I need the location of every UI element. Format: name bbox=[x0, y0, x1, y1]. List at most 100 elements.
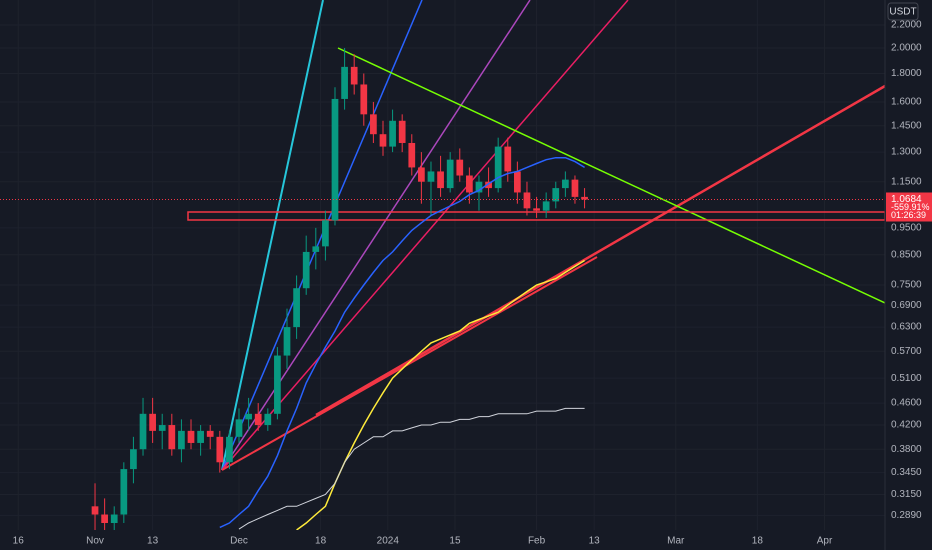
price-change-label: -559.91% bbox=[891, 202, 930, 212]
x-tick-label: 13 bbox=[147, 536, 159, 547]
candle-body bbox=[178, 430, 185, 450]
candle-body bbox=[331, 98, 339, 221]
candle-body bbox=[494, 146, 502, 189]
y-tick-label: 1.6000 bbox=[891, 97, 922, 108]
y-tick-label: 0.3450 bbox=[891, 467, 922, 478]
candle-body bbox=[197, 430, 204, 443]
candle-body bbox=[533, 208, 540, 211]
y-tick-label: 1.8000 bbox=[891, 68, 922, 79]
candle-body bbox=[139, 413, 147, 450]
candle-body bbox=[322, 220, 329, 247]
candle-body bbox=[283, 327, 291, 356]
x-tick-label: 2024 bbox=[377, 536, 400, 547]
axes: 2.2000 2.0000 1.8000 1.6000 1.4500 1.3000 1.15… bbox=[13, 20, 932, 547]
candle-body bbox=[523, 192, 531, 209]
y-tick-label: 0.6900 bbox=[891, 300, 922, 311]
candle-body bbox=[149, 413, 156, 431]
y-tick-label: 0.8500 bbox=[891, 249, 922, 260]
y-tick-label: 0.2890 bbox=[891, 510, 922, 521]
candle-body bbox=[110, 514, 118, 523]
currency-box bbox=[887, 2, 919, 21]
candle-body bbox=[341, 66, 348, 99]
y-tick-label: 2.2000 bbox=[891, 20, 922, 31]
x-tick-label: Feb bbox=[528, 536, 546, 547]
candle-body bbox=[504, 146, 512, 172]
y-tick-label: 0.5100 bbox=[891, 373, 922, 384]
candle-body bbox=[245, 413, 252, 420]
x-tick-label: 18 bbox=[315, 536, 327, 547]
candle-body bbox=[581, 196, 588, 200]
candle-body bbox=[168, 425, 176, 450]
candle-body bbox=[158, 425, 166, 431]
trend-line bbox=[221, 0, 629, 471]
countdown-label: 01:26:39 bbox=[891, 210, 926, 220]
candle-body bbox=[514, 171, 521, 193]
candle-body bbox=[302, 251, 310, 289]
y-tick-label: 1.1500 bbox=[891, 176, 922, 187]
y-tick-label: 0.3150 bbox=[891, 489, 922, 500]
candle-body bbox=[456, 159, 464, 176]
y-tick-label: 0.9500 bbox=[891, 223, 922, 234]
x-tick-label: 15 bbox=[449, 536, 461, 547]
moving-average-line bbox=[219, 156, 585, 529]
trend-line bbox=[221, 256, 598, 471]
candle-body bbox=[389, 120, 396, 147]
y-tick-label: 2.0000 bbox=[891, 43, 922, 54]
candle-body bbox=[571, 179, 579, 197]
candle-body bbox=[101, 514, 108, 523]
x-tick-label: Nov bbox=[86, 536, 104, 547]
candle-body bbox=[120, 469, 128, 515]
candle-body bbox=[485, 181, 492, 189]
candle-body bbox=[398, 120, 406, 143]
candle-body bbox=[370, 114, 377, 135]
candle-body bbox=[562, 179, 569, 189]
candle-body bbox=[130, 449, 137, 470]
candle-body bbox=[254, 413, 262, 426]
candle-body bbox=[350, 66, 358, 85]
x-tick-label: Mar bbox=[667, 536, 685, 547]
candle-body bbox=[475, 181, 483, 193]
moving-average-line bbox=[238, 407, 585, 530]
y-tick-label: 1.4500 bbox=[891, 120, 922, 131]
trend-line bbox=[221, 0, 324, 471]
y-tick-label: 0.7500 bbox=[891, 280, 922, 291]
candle-body bbox=[91, 506, 99, 515]
candle-body bbox=[235, 419, 243, 437]
x-tick-label: 16 bbox=[13, 536, 25, 547]
y-tick-label: 0.3800 bbox=[891, 444, 922, 455]
candle-body bbox=[206, 430, 214, 437]
plot bbox=[0, 0, 885, 530]
x-tick-label: 13 bbox=[589, 536, 601, 547]
y-tick-label: 0.4200 bbox=[891, 420, 922, 431]
x-tick-label: Apr bbox=[817, 536, 833, 547]
y-tick-label: 0.5700 bbox=[891, 346, 922, 357]
candle-body bbox=[264, 413, 272, 426]
candle-body bbox=[437, 171, 444, 189]
candle-body bbox=[216, 436, 224, 463]
y-tick-label: 0.6300 bbox=[891, 322, 922, 333]
trend-line bbox=[221, 0, 423, 471]
currency-label: USDT bbox=[889, 7, 916, 18]
candle-body bbox=[408, 142, 416, 168]
candle-body bbox=[293, 288, 300, 328]
candle-body bbox=[446, 159, 454, 189]
candle-body bbox=[274, 355, 281, 414]
candle-body bbox=[226, 436, 233, 463]
y-tick-label: 1.3000 bbox=[891, 147, 922, 158]
candle-body bbox=[427, 171, 435, 182]
candle-body bbox=[187, 430, 195, 443]
last-price-label: 1.0684 bbox=[891, 194, 922, 205]
candle-body bbox=[312, 246, 320, 252]
candle-body bbox=[379, 134, 387, 147]
y-tick-label: 0.4600 bbox=[891, 398, 922, 409]
candle-body bbox=[360, 84, 368, 115]
x-tick-label: 18 bbox=[752, 536, 764, 547]
x-tick-label: Dec bbox=[230, 536, 248, 547]
candle-body bbox=[418, 167, 425, 182]
candle-body bbox=[466, 175, 473, 193]
price-tag bbox=[886, 192, 932, 222]
trend-line bbox=[221, 0, 531, 471]
candle-body bbox=[542, 201, 550, 211]
